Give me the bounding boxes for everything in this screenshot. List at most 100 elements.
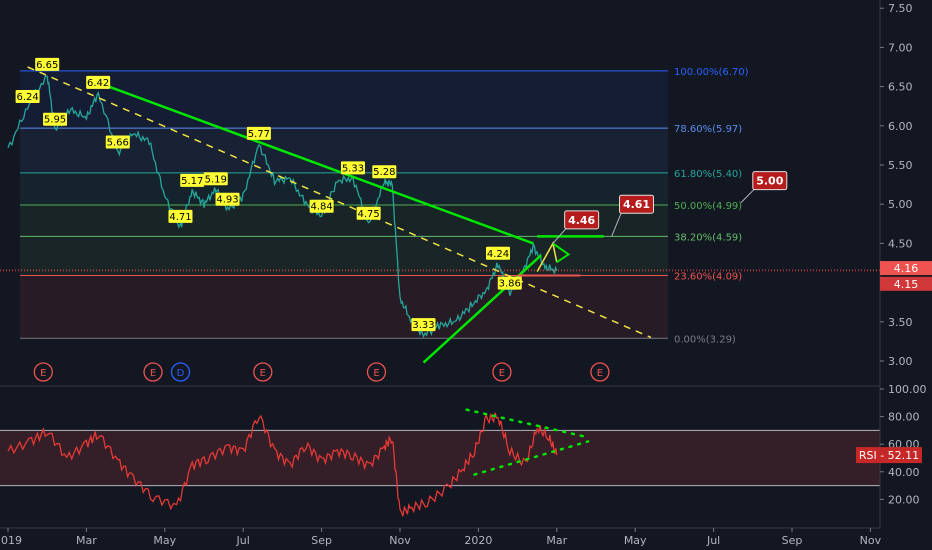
target-label: 4.46 — [568, 214, 595, 227]
fibonacci-levels: 100.00%(6.70) 78.60%(5.97) 61.80%(5.40) 50.… — [20, 67, 749, 345]
peak-label: 5.17 — [181, 176, 203, 187]
peak-label-box — [180, 173, 205, 187]
peak-label: 5.19 — [205, 174, 227, 185]
time-tick-label: Jul — [236, 534, 250, 547]
time-tick-label: 2020 — [464, 534, 492, 547]
rsi-pane — [0, 408, 880, 517]
peak-label-box — [203, 172, 228, 186]
peak-label-box — [105, 135, 130, 149]
peak-labels: 6.24 6.65 5.95 6.42 5.66 4.71 5.17 5.19 4.93 5.77… — [15, 57, 522, 332]
fib-label: 50.00%(4.99) — [674, 201, 742, 212]
peak-label: 6.42 — [87, 78, 109, 89]
triangle-apex — [552, 242, 571, 264]
trendline-channel — [27, 66, 652, 339]
fib-label: 78.60%(5.97) — [674, 124, 742, 135]
target-callout-line — [740, 188, 756, 203]
peak-label-box — [35, 57, 60, 71]
peak-label-box — [497, 276, 522, 290]
rsi-trend-upper — [465, 408, 590, 439]
rsi-tick-label: 40.00 — [888, 466, 920, 479]
target-label-box — [619, 194, 655, 214]
peak-label: 6.24 — [16, 92, 38, 103]
rsi-current-box — [856, 447, 922, 464]
time-tick-label: Sep — [782, 534, 803, 547]
target-label-box — [752, 171, 788, 191]
peak-label: 5.77 — [248, 129, 270, 140]
current-price-box — [880, 276, 932, 291]
fibonacci-zones — [20, 70, 668, 339]
peak-label: 5.95 — [44, 115, 66, 126]
price-tick-label: 4.50 — [888, 237, 913, 250]
time-tick-label: Mar — [546, 534, 567, 547]
price-tick-label: 3.50 — [888, 316, 913, 329]
time-tick-label: 2019 — [0, 534, 22, 547]
peak-label-box — [486, 246, 510, 260]
event-marker-label: E — [597, 368, 603, 379]
peak-label: 3.33 — [412, 320, 434, 331]
event-marker — [170, 362, 191, 382]
current-price-label: 4.16 — [894, 262, 919, 275]
target-labels: 4.46 4.61 5.00 — [552, 171, 788, 244]
trendline-uptrend — [422, 254, 542, 364]
time-axis-bg — [0, 528, 932, 550]
trendlines — [27, 66, 652, 364]
target-callout-line — [552, 227, 568, 244]
price-line — [7, 75, 558, 339]
peak-label-box — [246, 126, 271, 140]
rsi-tick-label: 100.00 — [888, 383, 927, 396]
peak-label: 5.28 — [373, 167, 395, 178]
price-tick-label: 5.00 — [888, 198, 913, 211]
peak-label-box — [43, 112, 68, 126]
rsi-current-label: RSI - 52.11 — [859, 449, 919, 462]
event-marker — [33, 362, 53, 382]
fib-label: 0.00%(3.29) — [674, 334, 736, 345]
target-callout-line — [611, 212, 622, 237]
fib-zone — [20, 204, 668, 237]
peak-label-box — [86, 75, 111, 89]
target-label: 4.61 — [623, 198, 650, 211]
peak-label: 5.66 — [107, 137, 129, 148]
event-marker-label: E — [499, 368, 505, 379]
target-label: 5.00 — [756, 175, 783, 188]
peak-label-box — [215, 192, 240, 206]
fib-zone — [20, 236, 668, 276]
peak-label-box — [168, 209, 193, 223]
peak-label-box — [356, 206, 381, 220]
time-tick-label: Nov — [389, 534, 411, 547]
peak-label-box — [372, 165, 397, 179]
rsi-trend-lower — [473, 440, 590, 476]
target-label-box — [564, 210, 600, 230]
price-tick-label: 6.00 — [888, 120, 913, 133]
time-axis[interactable]: 2019 Mar May Jul Sep Nov 2020 Mar May Jul Sep Nov — [0, 527, 932, 550]
peak-label: 3.86 — [499, 279, 521, 290]
fib-label: 38.20%(4.59) — [674, 232, 742, 243]
time-tick-label: Sep — [311, 534, 332, 547]
rsi-tick-label: 20.00 — [888, 493, 920, 506]
price-series-layer — [0, 75, 880, 339]
peak-label: 5.33 — [342, 163, 364, 174]
event-marker — [590, 362, 610, 382]
peak-label: 4.75 — [358, 209, 380, 220]
fib-zone — [20, 172, 668, 205]
trendline-downtrend — [97, 81, 534, 245]
price-tick-label: 3.00 — [888, 355, 913, 368]
peak-label-box — [411, 318, 436, 332]
time-tick-label: Jul — [706, 534, 720, 547]
current-price-label: 4.15 — [894, 278, 919, 291]
event-marker — [253, 362, 273, 382]
fib-label: 23.60%(4.09) — [674, 272, 742, 283]
event-marker-label: E — [373, 368, 379, 379]
fib-label: 61.80%(5.40) — [674, 169, 742, 180]
event-marker-label: E — [150, 368, 156, 379]
price-tick-label: 6.50 — [888, 81, 913, 94]
time-tick-label: May — [153, 534, 176, 547]
price-tick-label: 7.50 — [888, 2, 913, 15]
peak-label-box — [309, 199, 334, 213]
price-axis[interactable]: 3.003.504.004.505.005.506.006.507.007.50… — [879, 0, 932, 528]
current-price-box — [880, 261, 932, 276]
event-marker-label: E — [260, 368, 266, 379]
peak-label: 4.84 — [310, 202, 332, 213]
